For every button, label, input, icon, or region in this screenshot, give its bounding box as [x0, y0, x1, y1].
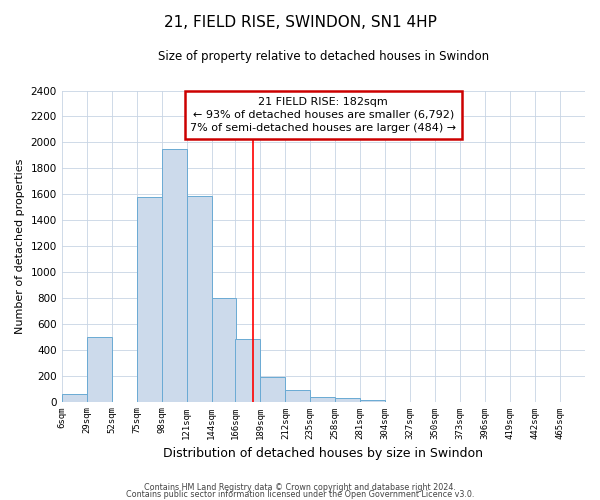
Text: Contains public sector information licensed under the Open Government Licence v3: Contains public sector information licen… — [126, 490, 474, 499]
Bar — [86, 337, 112, 402]
Bar — [286, 390, 310, 402]
Bar — [187, 196, 212, 402]
Bar — [310, 397, 335, 402]
Bar — [161, 149, 187, 402]
Bar — [62, 394, 86, 402]
Title: Size of property relative to detached houses in Swindon: Size of property relative to detached ho… — [158, 50, 489, 63]
Bar — [137, 198, 161, 402]
Bar — [335, 398, 360, 402]
Bar — [235, 340, 260, 402]
Bar — [360, 400, 385, 402]
Text: 21, FIELD RISE, SWINDON, SN1 4HP: 21, FIELD RISE, SWINDON, SN1 4HP — [164, 15, 436, 30]
Bar — [212, 298, 236, 402]
Bar — [260, 377, 286, 402]
Text: Contains HM Land Registry data © Crown copyright and database right 2024.: Contains HM Land Registry data © Crown c… — [144, 484, 456, 492]
Text: 21 FIELD RISE: 182sqm
← 93% of detached houses are smaller (6,792)
7% of semi-de: 21 FIELD RISE: 182sqm ← 93% of detached … — [190, 97, 457, 133]
Y-axis label: Number of detached properties: Number of detached properties — [15, 158, 25, 334]
X-axis label: Distribution of detached houses by size in Swindon: Distribution of detached houses by size … — [163, 447, 484, 460]
